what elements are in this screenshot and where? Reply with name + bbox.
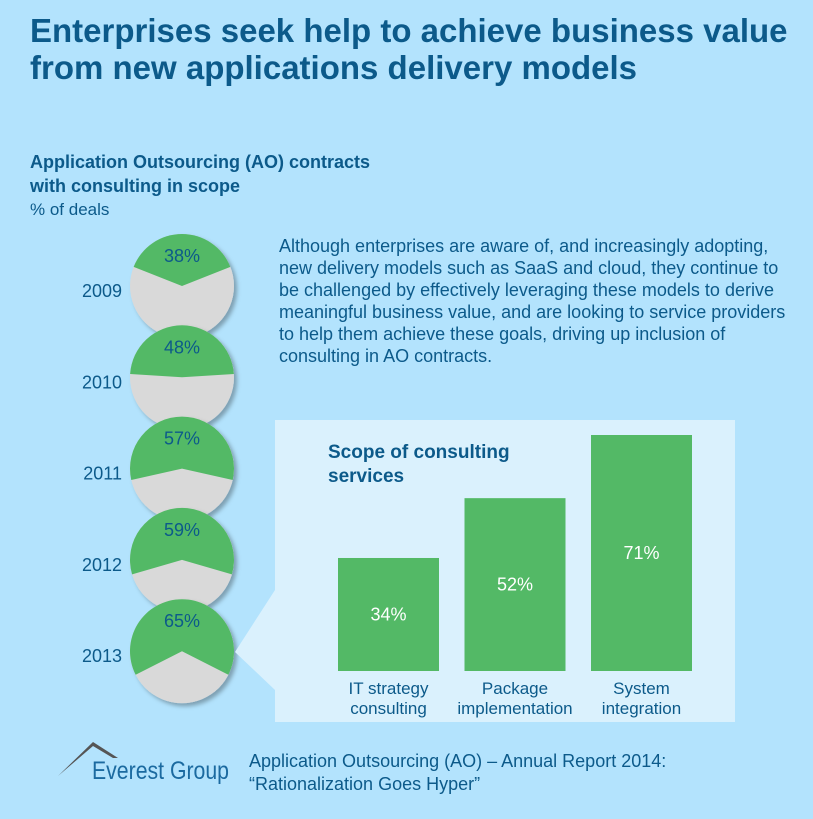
pie-year-label: 2013: [82, 646, 122, 666]
pie-2011: 57% 2011: [83, 416, 234, 521]
footer-line2: “Rationalization Goes Hyper”: [249, 774, 481, 794]
pie-value-label: 59%: [164, 520, 200, 540]
pie-unit: % of deals: [30, 200, 110, 219]
pie-2010: 48% 2010: [82, 325, 234, 430]
bar: [591, 435, 692, 671]
footer-citation: Application Outsourcing (AO) – Annual Re…: [249, 750, 666, 796]
pie-2009: 38% 2009: [82, 234, 234, 338]
bar-value-label: 71%: [623, 543, 659, 563]
page-title: Enterprises seek help to achieve busines…: [30, 12, 788, 86]
body-text: Although enterprises are aware of, and i…: [279, 236, 786, 366]
everest-logo-mountain: [58, 742, 118, 776]
pie-slice: [130, 507, 234, 575]
pie-value-label: 57%: [164, 429, 200, 449]
bar: [464, 498, 566, 671]
footer-line1: Application Outsourcing (AO) – Annual Re…: [249, 751, 667, 771]
pie-slice: [130, 416, 234, 480]
bar-value-label: 52%: [497, 575, 533, 595]
pie-subtitle: Application Outsourcing (AO) contracts w…: [30, 152, 371, 196]
pie-2012: 59% 2012: [82, 507, 234, 612]
pie-year-label: 2009: [82, 281, 122, 301]
pie-value-label: 38%: [164, 246, 200, 266]
pie-slice: [130, 325, 234, 378]
everest-group-logo: Everest Group: [92, 757, 230, 785]
pie-year-label: 2012: [82, 555, 122, 575]
pie-slice: [130, 599, 235, 675]
bar-title: Scope of consulting services: [328, 442, 510, 487]
bar-category-label: System integration: [602, 679, 681, 718]
bar-value-label: 34%: [370, 604, 406, 624]
pie-value-label: 48%: [164, 337, 200, 357]
pie-slice: [133, 234, 231, 286]
pie-2013: 65% 2013: [82, 599, 235, 704]
pie-year-label: 2011: [83, 464, 122, 484]
bar: [338, 557, 439, 671]
bar-category-label: IT strategy consulting: [349, 679, 429, 718]
pie-year-label: 2010: [82, 372, 122, 392]
bar-category-label: Package implementation: [457, 679, 572, 718]
pie-value-label: 65%: [164, 611, 200, 631]
